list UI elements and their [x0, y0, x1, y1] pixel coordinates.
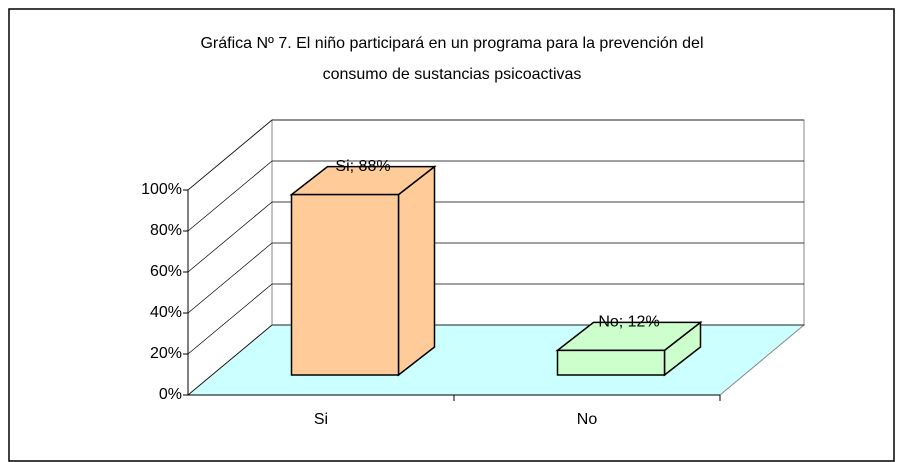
y-tick-label: 20% — [150, 345, 182, 362]
chart-title: consumo de sustancias psicoactivas — [323, 66, 582, 83]
y-tick-label: 80% — [150, 222, 182, 239]
data-label: Si; 88% — [335, 158, 390, 175]
y-tick-label: 0% — [159, 386, 182, 403]
bar — [290, 193, 400, 376]
data-label: No; 12% — [598, 314, 659, 331]
grid-line — [187, 119, 273, 191]
chart-title: Gráfica Nº 7. El niño participará en un … — [200, 35, 703, 52]
y-tick-label: 40% — [150, 304, 182, 321]
grid-line — [187, 242, 273, 314]
x-tick-label: No — [577, 411, 598, 428]
grid-line — [187, 283, 273, 355]
x-tick-label: Si — [314, 411, 328, 428]
bar — [556, 349, 666, 376]
grid-line — [187, 160, 273, 232]
grid-line — [187, 324, 273, 396]
floor — [186, 324, 806, 396]
bar-side — [397, 165, 436, 377]
y-tick-label: 60% — [150, 263, 182, 280]
grid-line — [187, 201, 273, 273]
y-tick-label: 100% — [141, 181, 182, 198]
